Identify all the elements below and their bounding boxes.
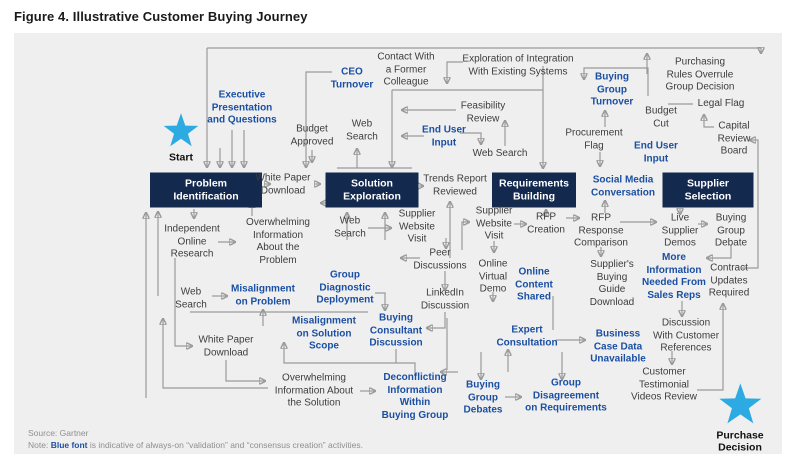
node-independent-online-research: Independent Online Research	[164, 223, 220, 260]
purchase-decision-label: Purchase Decision	[716, 429, 764, 454]
node-buying-group-turnover: Buying Group Turnover	[590, 71, 634, 108]
purchase-decision-star-icon	[719, 383, 761, 424]
node-web-search-2: Web Search	[472, 147, 528, 159]
node-online-virtual-demo: Online Virtual Demo	[478, 258, 508, 295]
node-budget-cut: Budget Cut	[645, 105, 677, 130]
node-web-search-4: Web Search	[175, 286, 207, 311]
node-buying-group-debate: Buying Group Debate	[714, 212, 748, 249]
node-group-diagnostic-deployment: Group Diagnostic Deployment	[316, 269, 374, 306]
node-more-information-needed: More Information Needed From Sales Reps	[642, 252, 706, 301]
node-supplier-website-visit-1: Supplier Website Visit	[398, 208, 436, 245]
node-web-search-1: Web Search	[346, 118, 378, 143]
node-end-user-input-2: End User Input	[634, 140, 678, 165]
stage-solution-exploration: Solution Exploration	[325, 172, 419, 208]
node-feasibility-review: Feasibility Review	[460, 100, 506, 125]
stage-supplier-selection: Supplier Selection	[662, 172, 754, 208]
milestone-start: Start	[162, 113, 200, 164]
node-overwhelming-info-problem: Overwhelming Information About the Probl…	[246, 217, 310, 266]
note-prefix: Note:	[28, 440, 51, 450]
start-label: Start	[169, 151, 193, 164]
node-expert-consultation: Expert Consultation	[496, 324, 558, 349]
source-line: Source: Gartner	[28, 428, 89, 438]
node-suppliers-buying-guide-download: Supplier's Buying Guide Download	[589, 259, 635, 308]
figure-title: Figure 4. Illustrative Customer Buying J…	[14, 9, 308, 24]
node-group-disagreement: Group Disagreement on Requirements	[525, 377, 607, 414]
node-budget-approved: Budget Approved	[290, 123, 334, 148]
node-ceo-turnover: CEO Turnover	[330, 66, 374, 91]
node-contact-former-colleague: Contact With a Former Colleague	[377, 51, 435, 88]
node-exploration-integration: Exploration of Integration With Existing…	[462, 53, 574, 78]
start-star-icon	[163, 113, 199, 147]
node-white-paper-download-2: White Paper Download	[198, 334, 254, 359]
node-discussion-customer-references: Discussion With Customer References	[652, 317, 720, 354]
node-buying-consultant-discussion: Buying Consultant Discussion	[369, 312, 423, 349]
node-rfp-response-comparison: RFP Response Comparison	[574, 212, 628, 249]
note-blue-font: Blue font	[50, 440, 88, 450]
node-overwhelming-info-solution: Overwhelming Information About the Solut…	[274, 372, 354, 409]
node-procurement-flag: Procurement Flag	[565, 127, 623, 152]
stage-problem-identification: Problem Identification	[150, 172, 262, 208]
note-suffix: is indicative of always-on “validation” …	[87, 440, 363, 450]
node-capital-review-board: Capital Review Board	[717, 120, 751, 157]
node-deconflicting-information: Deconflicting Information Within Buying …	[381, 372, 449, 421]
figure-footer: Source: Gartner Note: Blue font is indic…	[28, 427, 363, 451]
stage-requirements-building: Requirements Building	[492, 172, 576, 208]
node-online-content-shared: Online Content Shared	[515, 266, 553, 303]
note-line: Note: Blue font is indicative of always-…	[28, 439, 363, 451]
node-purchasing-rules: Purchasing Rules Overrule Group Decision	[665, 56, 735, 93]
node-end-user-input-1: End User Input	[422, 124, 466, 149]
node-misalignment-on-problem: Misalignment on Problem	[231, 283, 295, 308]
node-customer-testimonial-videos: Customer Testimonial Videos Review	[631, 366, 697, 403]
node-trends-report-reviewed: Trends Report Reviewed	[423, 173, 487, 198]
node-legal-flag: Legal Flag	[697, 97, 745, 109]
node-web-search-3: Web Search	[334, 215, 366, 240]
node-contract-updates-required: Contract Updates Required	[708, 262, 750, 299]
milestone-purchase-decision: Purchase Decision	[716, 383, 764, 454]
diagram-panel	[14, 33, 782, 454]
node-supplier-website-visit-2: Supplier Website Visit	[475, 205, 513, 242]
node-peer-discussions: Peer Discussions	[413, 247, 467, 272]
node-business-case-data-unavailable: Business Case Data Unavailable	[590, 328, 646, 365]
node-white-paper-download-1: White Paper Download	[255, 172, 311, 197]
node-live-supplier-demos: Live Supplier Demos	[661, 212, 699, 249]
node-buying-group-debates: Buying Group Debates	[463, 379, 503, 416]
node-executive-presentation: Executive Presentation and Questions	[207, 89, 277, 126]
node-rfp-creation: RFP Creation	[527, 211, 565, 236]
node-linkedin-discussion: LinkedIn Discussion	[420, 287, 470, 312]
node-social-media-conversation: Social Media Conversation	[591, 174, 655, 199]
node-misalignment-on-solution-scope: Misalignment on Solution Scope	[292, 315, 356, 352]
